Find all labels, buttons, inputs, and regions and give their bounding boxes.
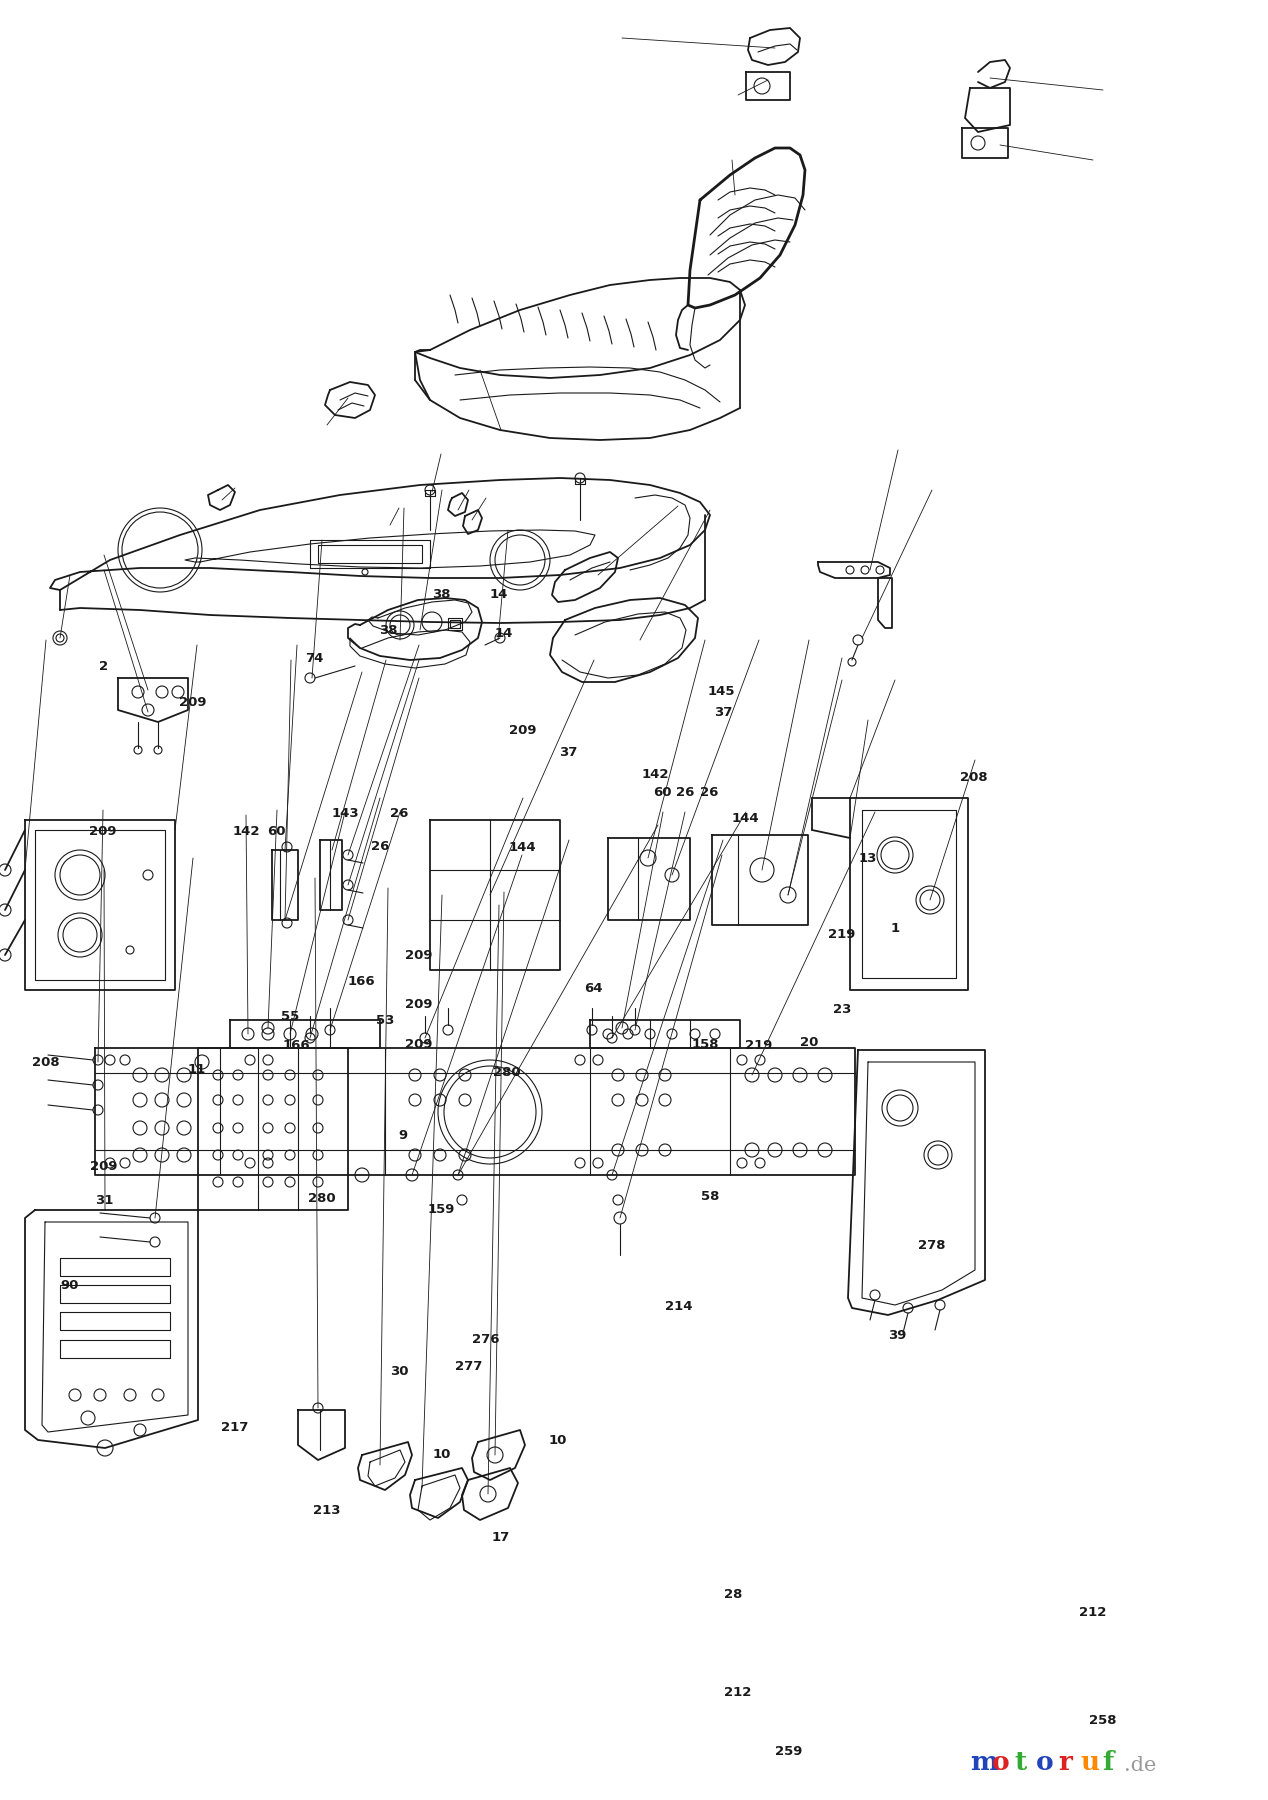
Text: 10: 10: [549, 1433, 567, 1447]
Text: .de: .de: [1123, 1757, 1156, 1775]
Text: 212: 212: [724, 1685, 752, 1699]
Text: 209: 209: [404, 997, 432, 1012]
Text: 258: 258: [1089, 1714, 1117, 1728]
Text: 53: 53: [377, 1013, 394, 1028]
Text: 60: 60: [653, 785, 671, 799]
Text: 74: 74: [306, 652, 323, 666]
Text: 60: 60: [268, 824, 285, 839]
Text: 90: 90: [61, 1278, 79, 1292]
Text: o: o: [1036, 1750, 1054, 1775]
Text: 166: 166: [283, 1039, 311, 1053]
Text: 26: 26: [676, 785, 694, 799]
Text: 37: 37: [714, 706, 732, 720]
Text: 276: 276: [472, 1332, 500, 1346]
Text: r: r: [1058, 1750, 1071, 1775]
Text: 159: 159: [427, 1202, 455, 1217]
Text: 145: 145: [708, 684, 735, 698]
Text: 14: 14: [489, 587, 507, 601]
Text: 26: 26: [391, 806, 408, 821]
Text: 38: 38: [379, 623, 397, 637]
Text: 280: 280: [493, 1066, 521, 1080]
Text: 58: 58: [701, 1190, 719, 1204]
Text: 259: 259: [775, 1744, 803, 1759]
Text: 39: 39: [889, 1328, 907, 1343]
Text: 213: 213: [313, 1503, 341, 1517]
Text: 31: 31: [95, 1193, 113, 1208]
Text: 219: 219: [744, 1039, 772, 1053]
Text: 37: 37: [559, 745, 577, 760]
Text: 142: 142: [232, 824, 260, 839]
Text: 143: 143: [331, 806, 359, 821]
Text: 28: 28: [724, 1588, 742, 1602]
Text: 17: 17: [492, 1530, 510, 1544]
Text: 26: 26: [372, 839, 389, 853]
Text: 13: 13: [858, 851, 876, 866]
Text: 2: 2: [99, 659, 109, 673]
Text: 209: 209: [179, 695, 207, 709]
Text: u: u: [1080, 1750, 1099, 1775]
Text: 144: 144: [508, 841, 536, 855]
Text: 30: 30: [391, 1364, 408, 1379]
Text: t: t: [1014, 1750, 1026, 1775]
Text: 142: 142: [642, 767, 670, 781]
Text: 14: 14: [495, 626, 512, 641]
Text: 277: 277: [455, 1359, 483, 1373]
Text: 212: 212: [1079, 1606, 1107, 1620]
Text: 219: 219: [828, 927, 856, 941]
Text: o: o: [992, 1750, 1009, 1775]
Text: 208: 208: [960, 770, 988, 785]
Text: 209: 209: [404, 949, 432, 963]
Text: 11: 11: [188, 1062, 205, 1076]
Text: 158: 158: [691, 1037, 719, 1051]
Text: 209: 209: [404, 1037, 432, 1051]
Text: 217: 217: [221, 1420, 249, 1435]
Text: 209: 209: [90, 1159, 118, 1174]
Text: 1: 1: [890, 922, 900, 936]
Text: 55: 55: [281, 1010, 299, 1024]
Text: 166: 166: [347, 974, 375, 988]
Text: 280: 280: [308, 1192, 336, 1206]
Text: f: f: [1102, 1750, 1113, 1775]
Text: 26: 26: [700, 785, 718, 799]
Text: 214: 214: [664, 1300, 692, 1314]
Text: 209: 209: [508, 724, 536, 738]
Text: m: m: [970, 1750, 998, 1775]
Text: 20: 20: [800, 1035, 818, 1049]
Text: 64: 64: [585, 981, 602, 995]
Text: 23: 23: [833, 1003, 851, 1017]
Text: 208: 208: [32, 1055, 60, 1069]
Text: 278: 278: [918, 1238, 946, 1253]
Text: 144: 144: [732, 812, 760, 826]
Text: 209: 209: [89, 824, 117, 839]
Text: 38: 38: [432, 587, 450, 601]
Text: 9: 9: [398, 1129, 408, 1143]
Text: 10: 10: [432, 1447, 450, 1462]
